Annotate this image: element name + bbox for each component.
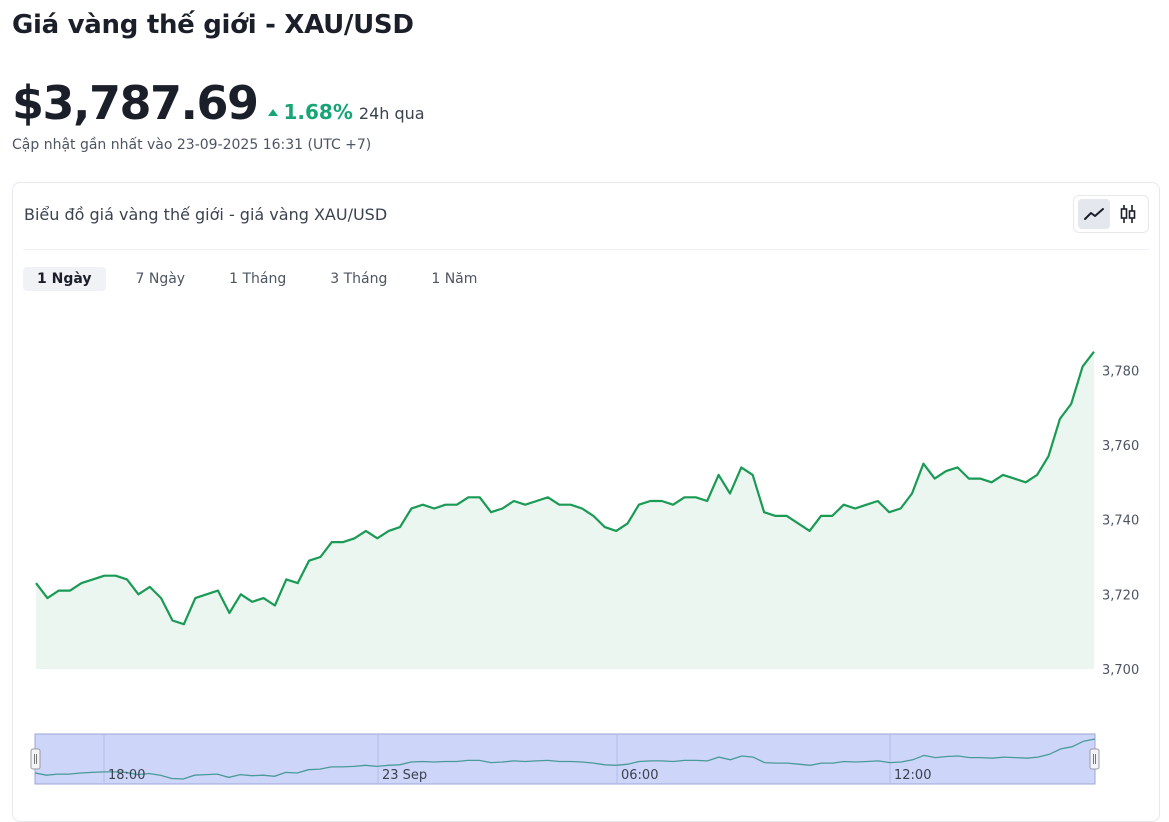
change-period: 24h qua bbox=[358, 104, 425, 123]
price-change: 1.68% 24h qua bbox=[267, 100, 425, 124]
y-tick-label: 3,760 bbox=[1102, 439, 1139, 454]
navigator-selection[interactable] bbox=[34, 733, 1096, 785]
current-price: $3,787.69 bbox=[12, 76, 259, 130]
line-chart-icon bbox=[1084, 208, 1104, 220]
price-chart: 3,780 3,760 3,740 3,720 3,700 18:00 23 S… bbox=[30, 351, 1139, 785]
tab-1-month[interactable]: 1 Tháng bbox=[229, 271, 287, 287]
navigator-left-handle[interactable] bbox=[30, 748, 41, 770]
tab-7-days[interactable]: 7 Ngày bbox=[135, 271, 186, 287]
y-axis: 3,780 3,760 3,740 3,720 3,700 bbox=[1102, 364, 1139, 678]
navigator-line bbox=[34, 738, 1096, 780]
price-line bbox=[35, 351, 1095, 626]
tab-1-year[interactable]: 1 Năm bbox=[431, 271, 478, 287]
chart-card: Biểu đồ giá vàng thế giới - giá vàng XAU… bbox=[12, 182, 1160, 822]
chart-title: Biểu đồ giá vàng thế giới - giá vàng XAU… bbox=[24, 205, 388, 224]
card-divider bbox=[23, 249, 1149, 250]
y-tick-label: 3,780 bbox=[1102, 364, 1139, 379]
navigator-x-label: 12:00 bbox=[894, 768, 931, 783]
chart-type-toggle bbox=[1073, 195, 1149, 233]
page-title: Giá vàng thế giới - XAU/USD bbox=[12, 10, 414, 40]
y-tick-label: 3,740 bbox=[1102, 514, 1139, 529]
navigator-right-handle[interactable] bbox=[1089, 748, 1100, 770]
y-tick-label: 3,720 bbox=[1102, 588, 1139, 603]
navigator-x-label: 23 Sep bbox=[382, 768, 427, 783]
navigator-x-label: 06:00 bbox=[621, 768, 658, 783]
candlestick-view-button[interactable] bbox=[1112, 199, 1144, 229]
range-navigator[interactable]: 18:00 23 Sep 06:00 12:00 bbox=[30, 733, 1100, 785]
tab-1-day[interactable]: 1 Ngày bbox=[23, 267, 106, 291]
last-updated: Cập nhật gần nhất vào 23-09-2025 16:31 (… bbox=[12, 137, 372, 153]
tab-3-months[interactable]: 3 Tháng bbox=[330, 271, 388, 287]
candlestick-icon bbox=[1120, 205, 1136, 223]
navigator-x-label: 18:00 bbox=[108, 768, 145, 783]
price-area bbox=[36, 351, 1094, 669]
triangle-up-icon bbox=[267, 109, 278, 116]
price-summary: $3,787.69 1.68% 24h qua bbox=[12, 76, 425, 130]
line-view-button[interactable] bbox=[1078, 199, 1110, 229]
navigator-gridlines bbox=[103, 734, 891, 784]
change-percent: 1.68% bbox=[283, 100, 353, 124]
range-tabs: 1 Ngày 7 Ngày 1 Tháng 3 Tháng 1 Năm bbox=[23, 267, 507, 291]
y-tick-label: 3,700 bbox=[1102, 663, 1139, 678]
